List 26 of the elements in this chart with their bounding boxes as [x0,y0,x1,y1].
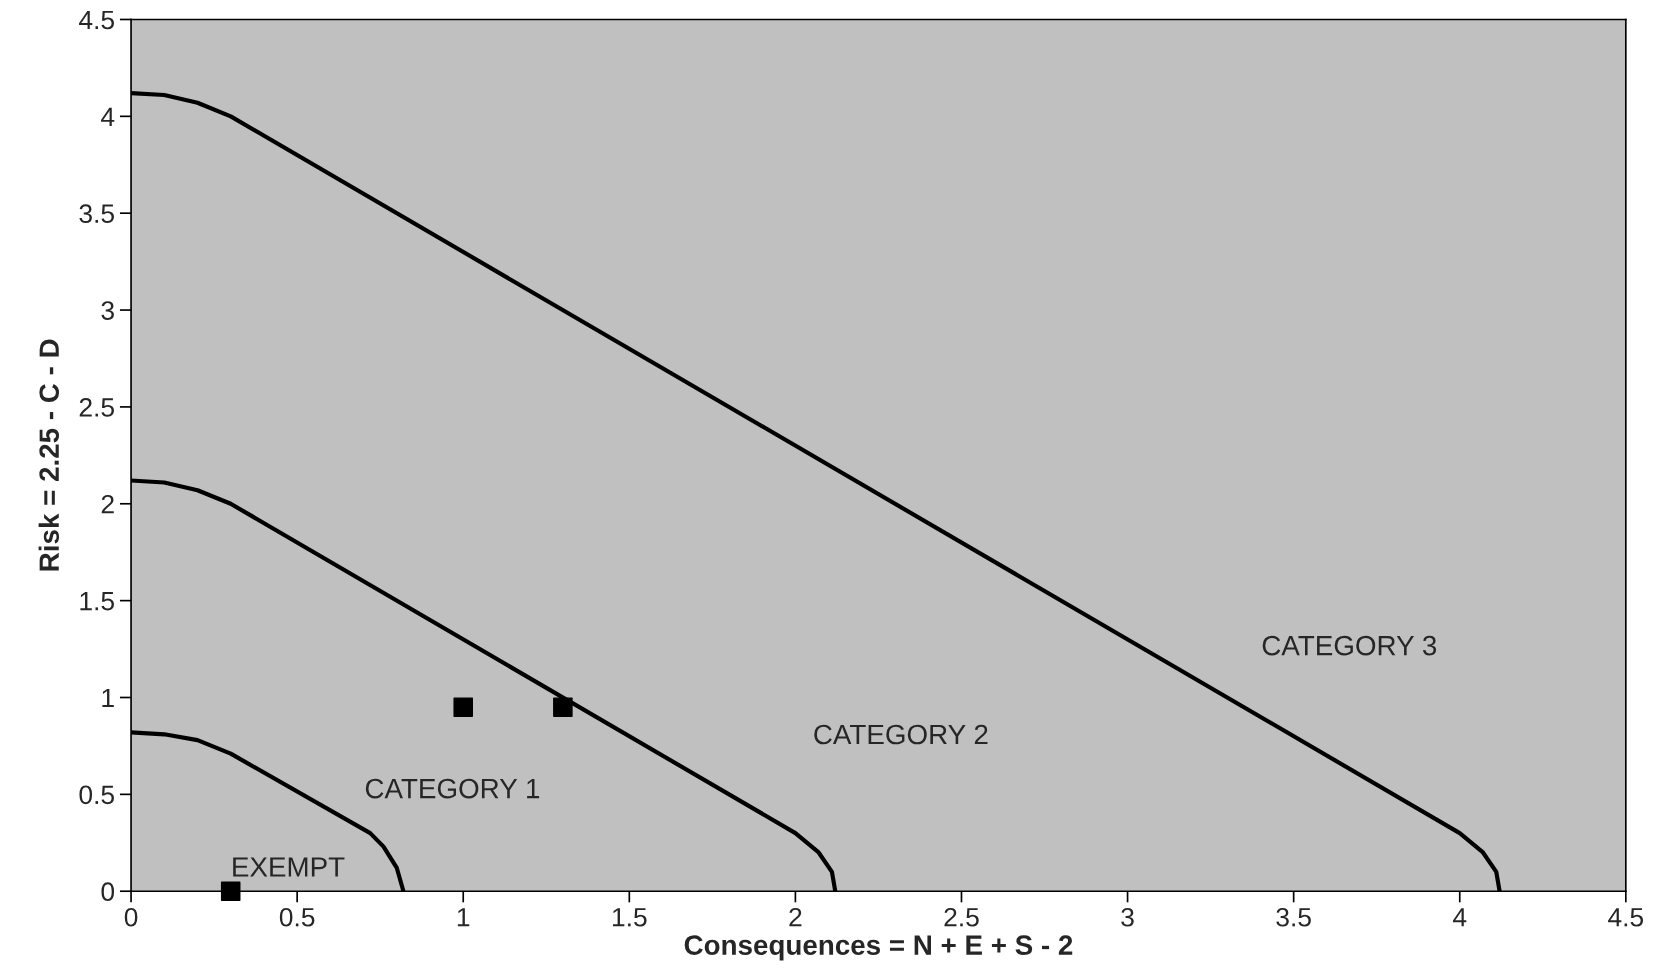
y-tick-label: 3 [101,301,114,320]
x-tick-label: 3 [1121,907,1134,927]
y-tick-label: 4.5 [79,10,114,30]
x-tick-label: 0.5 [279,907,315,927]
y-axis-title: Risk = 2.25 - C - D [38,339,60,571]
x-tick-label: 1 [457,908,470,927]
y-tick-label: 1 [102,688,114,708]
x-tick-label: 4.5 [1608,908,1644,927]
annotation: EXEMPT [233,857,345,877]
annotation: CATEGORY 3 [1262,635,1437,656]
annotation: CATEGORY 1 [365,778,540,799]
x-tick-label: 0 [124,907,138,927]
y-tick-label: 2 [101,494,114,514]
y-tick-label: 2.5 [79,398,114,417]
y-tick-label: 3.5 [79,204,114,224]
y-tick-label: 1.5 [80,592,114,611]
x-tick-label: 4 [1453,908,1467,927]
y-tick-label: 0.5 [79,785,114,805]
x-axis-title: Consequences = N + E + S - 2 [684,935,1073,961]
x-tick-label: 2.5 [944,907,979,927]
x-tick-label: 2 [789,907,802,927]
x-tick-label: 1.5 [612,908,647,927]
annotation: CATEGORY 2 [814,724,988,745]
y-tick-label: 4 [101,107,115,126]
x-tick-label: 3.5 [1276,907,1311,927]
y-tick-label: 0 [101,882,115,902]
